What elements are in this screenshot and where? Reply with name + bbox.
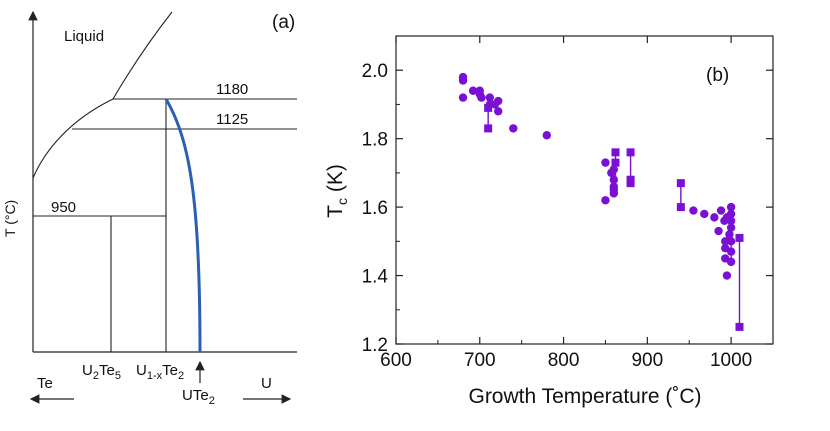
ute2-homogeneity-curve (164, 98, 202, 353)
square-marker (626, 148, 635, 157)
circle-marker (721, 237, 730, 246)
y-tick-label: 1.4 (362, 267, 389, 288)
tc-scatter-panel: 600 700 800 900 1000 1.2 1.4 1.6 1.8 2.0 (b) Grow… (324, 35, 774, 408)
circle-marker (726, 216, 736, 225)
circle-marker (494, 96, 503, 106)
circle-marker (726, 257, 736, 267)
x-axis-title: Growth Temperature (˚C) (468, 385, 701, 408)
circle-marker (485, 93, 495, 102)
y-tick-label: 2.0 (362, 61, 388, 82)
square-marker (484, 124, 493, 133)
circle-marker (726, 247, 736, 256)
circle-marker (494, 107, 503, 116)
circle-marker (458, 93, 468, 102)
circle-marker (725, 230, 734, 239)
square-marker (676, 203, 685, 212)
axis-ticks: 600 700 800 900 1000 1.2 1.4 1.6 1.8 2.0 (362, 36, 773, 371)
panel-a-label: (a) (272, 12, 295, 33)
liquid-region-label: Liquid (64, 28, 104, 45)
circle-marker (726, 209, 736, 219)
circle-marker (710, 213, 719, 222)
square-marker (611, 148, 620, 157)
x-tick-label: 900 (631, 350, 663, 371)
square-marker (735, 322, 744, 331)
circle-marker (609, 189, 619, 198)
square-marker (676, 179, 685, 188)
circle-marker (601, 196, 610, 205)
x-tick-label: 600 (380, 350, 412, 371)
phase-diagram-y-label: T (°C) (2, 200, 18, 237)
circle-marker (726, 223, 736, 232)
liquidus-curve-left (32, 98, 114, 179)
plot-frame (395, 35, 774, 345)
phase-diagram-panel: (a) Liquid 1180 1125 950 T (°C) U2Te5 U1… (2, 10, 297, 407)
te-end-label: Te (37, 375, 53, 392)
circle-marker (609, 175, 619, 184)
y-axis-title: Tc (K) (324, 164, 350, 218)
y-tick-label: 1.8 (362, 130, 388, 151)
isotherm-950-label: 950 (51, 199, 76, 216)
x-tick-label: 700 (464, 350, 496, 371)
u2te5-label: U2Te5 (82, 362, 121, 382)
circle-marker (542, 131, 551, 140)
u-end-label: U (261, 375, 272, 392)
circle-markers (458, 72, 736, 280)
circle-marker (700, 209, 709, 219)
circle-marker (609, 165, 619, 174)
circle-marker (477, 93, 486, 102)
circle-marker (468, 86, 478, 95)
circle-marker (475, 86, 484, 95)
square-marker (626, 179, 635, 188)
y-tick-label: 1.2 (362, 335, 388, 356)
circle-marker (509, 124, 518, 133)
y-tick-label: 1.6 (362, 198, 388, 219)
square-marker (611, 158, 620, 167)
circle-marker (722, 271, 732, 280)
isotherm-1180-label: 1180 (216, 81, 248, 98)
ute2-arrow-label: UTe2 (182, 387, 215, 407)
circle-marker (689, 206, 698, 215)
circle-marker (714, 226, 723, 236)
liquidus-curve-upper (112, 11, 173, 100)
circle-marker (458, 76, 468, 85)
x-tick-label: 1000 (710, 350, 752, 371)
circle-marker (601, 158, 610, 167)
u1-xte2-label: U1-xTe2 (136, 362, 184, 382)
circle-marker (726, 202, 736, 212)
panel-b-label: (b) (706, 65, 729, 86)
square-marker (735, 233, 744, 242)
circle-marker (716, 206, 726, 215)
error-bars (487, 107, 741, 327)
isotherm-1125-label: 1125 (216, 111, 248, 128)
x-tick-label: 800 (548, 350, 580, 371)
circle-marker (726, 237, 736, 246)
